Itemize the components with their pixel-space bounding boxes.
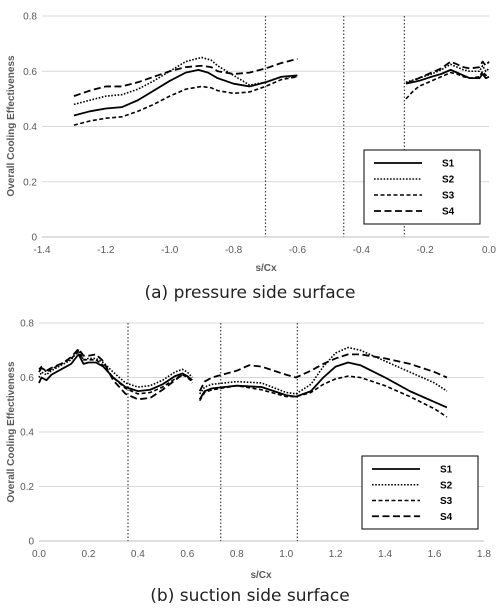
x-tick-label: -0.8 bbox=[225, 245, 243, 256]
x-tick-label: 1.2 bbox=[329, 549, 343, 560]
series-line-s3 bbox=[405, 70, 490, 100]
x-axis-label: s/Cx bbox=[255, 263, 277, 274]
y-tick-label: 0.2 bbox=[23, 177, 37, 188]
x-tick-label: -1.4 bbox=[33, 245, 51, 256]
legend-label: S3 bbox=[442, 191, 455, 202]
y-axis-label: Overall Cooling Effectiveness bbox=[6, 55, 17, 197]
series-line-s3 bbox=[73, 75, 298, 126]
series-line-s1 bbox=[38, 353, 193, 393]
y-tick-label: 0.2 bbox=[20, 482, 34, 493]
y-tick-label: 0.4 bbox=[20, 428, 34, 439]
tick-labels: 0 0.2 0.4 0.6 0.8 0.0 0.2 0.4 0.6 0.8 1.0 1.2 1.4 1.6… bbox=[20, 319, 491, 561]
y-tick-label: 0 bbox=[28, 537, 34, 548]
legend-label: S3 bbox=[440, 496, 453, 507]
caption-b: (b) suction side surface bbox=[150, 586, 349, 606]
x-tick-label: 1.6 bbox=[428, 549, 442, 560]
reference-lines bbox=[127, 323, 298, 541]
legend: S1 S2 S3 S4 bbox=[361, 455, 479, 530]
series-line-s1 bbox=[198, 361, 448, 409]
x-axis-label: s/Cx bbox=[250, 570, 272, 581]
series-line-s2 bbox=[405, 63, 490, 84]
x-tick-label: -0.2 bbox=[417, 245, 435, 256]
y-axis-label: Overall Cooling Effectiveness bbox=[6, 361, 17, 503]
caption-a: (a) pressure side surface bbox=[145, 283, 356, 303]
legend-label: S1 bbox=[442, 159, 455, 170]
x-tick-label: 0.2 bbox=[81, 549, 95, 560]
legend-label: S2 bbox=[442, 175, 455, 186]
series-line-s1 bbox=[405, 68, 490, 85]
suction-side-chart: 0 0.2 0.4 0.6 0.8 0.0 0.2 0.4 0.6 0.8 1.0 1.2 1.4 1.6… bbox=[6, 319, 491, 607]
y-tick-label: 0.4 bbox=[23, 122, 37, 133]
series-line-s3 bbox=[38, 350, 193, 395]
x-tick-label: 0.4 bbox=[131, 549, 145, 560]
x-tick-label: 1.4 bbox=[378, 549, 392, 560]
x-tick-label: 1.0 bbox=[279, 549, 293, 560]
legend-label: S4 bbox=[440, 512, 453, 523]
y-tick-label: 0.6 bbox=[23, 67, 37, 78]
series-line-s4 bbox=[73, 57, 298, 97]
x-tick-label: 1.8 bbox=[477, 549, 491, 560]
x-tick-label: 0.0 bbox=[32, 549, 46, 560]
y-tick-label: 0.8 bbox=[23, 12, 37, 23]
y-tick-label: 0 bbox=[31, 233, 37, 244]
legend-box bbox=[363, 149, 481, 225]
x-tick-label: -1.0 bbox=[161, 245, 179, 256]
legend-label: S4 bbox=[442, 207, 455, 218]
x-tick-label: 0.0 bbox=[482, 245, 496, 256]
x-tick-label: -0.6 bbox=[289, 245, 307, 256]
x-tick-label: 0.8 bbox=[230, 549, 244, 560]
series-lines bbox=[38, 346, 448, 418]
x-tick-label: -1.2 bbox=[97, 245, 115, 256]
legend-label: S2 bbox=[440, 480, 453, 491]
series-line-s4 bbox=[198, 353, 448, 392]
legend: S1 S2 S3 S4 bbox=[363, 149, 481, 225]
x-tick-label: 0.6 bbox=[180, 549, 194, 560]
pressure-side-chart: 0 0.2 0.4 0.6 0.8 -1.4 -1.2 -1.0 -0.8 -0.6 -0.4 -0.… bbox=[6, 12, 496, 304]
y-tick-label: 0.6 bbox=[20, 373, 34, 384]
series-line-s4 bbox=[38, 347, 194, 401]
series-line-s2 bbox=[73, 56, 298, 106]
series-line-s1 bbox=[73, 68, 298, 117]
y-tick-label: 0.8 bbox=[20, 319, 34, 330]
legend-label: S1 bbox=[440, 465, 453, 476]
series-line-s2 bbox=[38, 349, 193, 388]
series-line-s3 bbox=[199, 375, 448, 418]
series-line-s4 bbox=[405, 60, 490, 85]
tick-labels: 0 0.2 0.4 0.6 0.8 -1.4 -1.2 -1.0 -0.8 -0.6 -0.4 -0.… bbox=[23, 12, 496, 257]
x-tick-label: -0.4 bbox=[353, 245, 371, 256]
series-lines bbox=[73, 56, 490, 126]
legend-box bbox=[361, 455, 479, 530]
